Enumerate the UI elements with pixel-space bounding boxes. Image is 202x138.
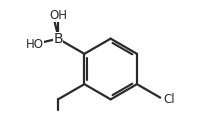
Text: OH: OH <box>49 9 67 22</box>
Text: HO: HO <box>26 38 44 51</box>
Text: B: B <box>53 32 63 46</box>
Text: Cl: Cl <box>163 93 175 106</box>
